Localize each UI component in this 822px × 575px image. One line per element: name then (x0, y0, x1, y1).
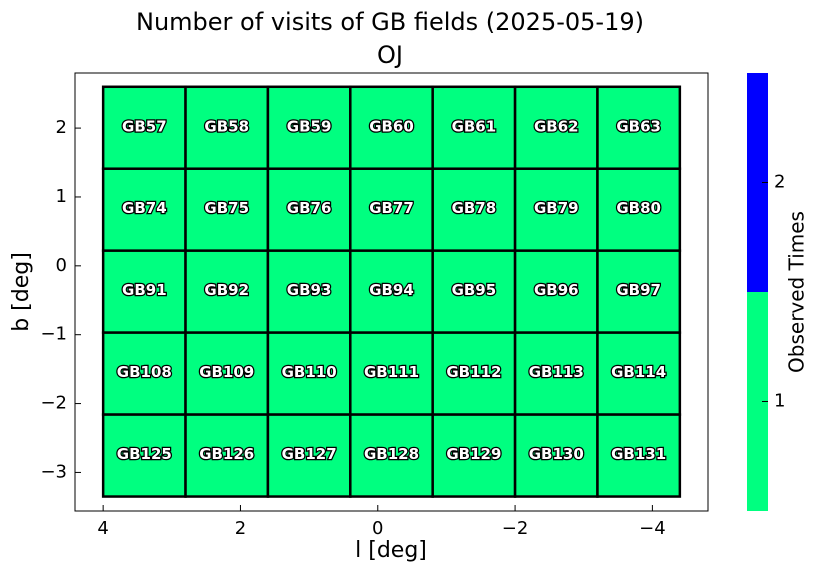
field-cell (101, 413, 187, 498)
field-label: GB126 (199, 445, 254, 463)
field-label: GB114 (611, 363, 666, 381)
field-cell (266, 249, 352, 334)
x-tick-label: 0 (372, 518, 383, 539)
x-tick-label: 4 (97, 518, 108, 539)
x-tick-label: 2 (235, 518, 246, 539)
field-cell (266, 167, 352, 252)
field-label: GB79 (534, 199, 579, 217)
field-cell (101, 331, 187, 416)
field-label: GB109 (199, 363, 254, 381)
field-label: GB131 (611, 445, 666, 463)
field-label: GB92 (204, 281, 249, 299)
field-label: GB59 (287, 117, 332, 135)
field-cell (184, 85, 270, 170)
field-label: GB94 (369, 281, 414, 299)
colorbar-label: Observed Times (785, 211, 809, 373)
field-label: GB77 (369, 199, 414, 217)
field-label: GB112 (446, 363, 501, 381)
colorbar-tick-label: 2 (774, 172, 785, 193)
field-label: GB110 (282, 363, 337, 381)
field-label: GB76 (287, 199, 332, 217)
field-label: GB62 (534, 117, 579, 135)
colorbar-segment (747, 73, 768, 292)
field-label: GB57 (122, 117, 167, 135)
field-cell (513, 249, 599, 334)
field-cell (101, 85, 187, 170)
field-cell (101, 167, 187, 252)
y-tick-label: −1 (40, 324, 67, 345)
y-tick-label: 0 (56, 255, 67, 276)
field-cell (596, 249, 682, 334)
field-cell (266, 413, 352, 498)
field-label: GB74 (122, 199, 167, 217)
field-cell (431, 249, 517, 334)
field-label: GB127 (282, 445, 337, 463)
field-cell (513, 331, 599, 416)
field-label: GB93 (287, 281, 332, 299)
y-tick-label: 1 (56, 186, 67, 207)
field-label: GB63 (616, 117, 661, 135)
field-label: GB95 (452, 281, 497, 299)
field-cell (184, 249, 270, 334)
plot-frame (74, 72, 709, 512)
field-label: GB91 (122, 281, 167, 299)
field-label: GB130 (529, 445, 584, 463)
field-label: GB113 (529, 363, 584, 381)
field-label: GB125 (117, 445, 172, 463)
x-tick-label: −4 (639, 518, 666, 539)
field-cell (184, 331, 270, 416)
field-label: GB58 (204, 117, 249, 135)
field-cell (431, 167, 517, 252)
y-tick-label: −3 (40, 461, 67, 482)
field-label: GB80 (616, 199, 661, 217)
field-label: GB78 (452, 199, 497, 217)
field-cell (596, 413, 682, 498)
chart-title: Number of visits of GB fields (2025-05-1… (136, 8, 644, 36)
y-tick-label: 2 (56, 117, 67, 138)
field-label: GB129 (446, 445, 501, 463)
field-label: GB61 (452, 117, 497, 135)
x-tick-label: −2 (502, 518, 529, 539)
colorbar-segment (747, 292, 768, 511)
field-cell (513, 85, 599, 170)
field-label: GB128 (364, 445, 419, 463)
y-axis-label: b [deg] (9, 252, 34, 332)
field-label: GB75 (204, 199, 249, 217)
field-label: GB111 (364, 363, 419, 381)
field-label: GB96 (534, 281, 579, 299)
field-label: GB60 (369, 117, 414, 135)
field-label: GB97 (616, 281, 661, 299)
chart-subtitle: OJ (377, 41, 403, 69)
field-label: GB108 (117, 363, 172, 381)
field-cell (513, 413, 599, 498)
x-axis-label: l [deg] (355, 538, 427, 563)
field-cell (596, 167, 682, 252)
y-tick-label: −2 (40, 393, 67, 414)
colorbar-tick-label: 1 (774, 391, 785, 412)
